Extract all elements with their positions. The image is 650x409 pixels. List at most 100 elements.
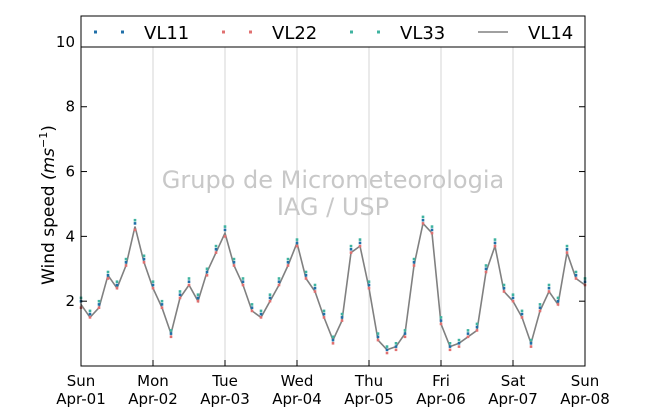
data-point-VL22 (115, 286, 119, 290)
data-point-VL33 (421, 215, 425, 219)
data-point-VL11 (106, 274, 110, 277)
data-point-VL22 (133, 228, 137, 232)
data-point-VL11 (520, 312, 524, 316)
data-point-VL33 (205, 267, 209, 271)
data-point-VL11 (124, 261, 128, 264)
x-tick-label-date: Apr-01 (56, 390, 106, 408)
data-point-VL22 (349, 251, 353, 254)
data-point-VL11 (223, 228, 227, 232)
data-point-VL22 (466, 335, 470, 339)
data-point-VL11 (574, 274, 578, 277)
data-point-VL11 (466, 332, 470, 335)
x-tick-label-day: Sat (501, 372, 526, 390)
x-tick-label-day: Thu (354, 372, 383, 390)
legend-marker-VL33 (377, 30, 380, 34)
data-point-VL22 (295, 244, 299, 248)
data-point-VL33 (412, 257, 416, 261)
data-point-VL33 (529, 338, 533, 342)
data-point-VL22 (214, 251, 218, 254)
data-point-VL11 (403, 332, 407, 335)
data-point-VL11 (232, 261, 236, 264)
data-point-VL22 (385, 351, 389, 355)
data-point-VL33 (115, 280, 119, 283)
legend-label-VL11: VL11 (144, 23, 189, 44)
data-point-VL22 (439, 322, 443, 326)
data-point-VL33 (448, 342, 452, 345)
y-tick-label: 4 (65, 227, 75, 245)
data-point-VL33 (538, 303, 542, 306)
data-point-VL33 (97, 299, 101, 303)
data-point-VL11 (421, 218, 425, 222)
data-point-VL33 (277, 277, 281, 280)
x-tick-label-day: Mon (137, 372, 169, 390)
data-point-VL22 (304, 277, 308, 280)
data-point-VL22 (556, 303, 560, 306)
data-point-VL33 (196, 293, 200, 296)
legend-marker-VL11 (121, 30, 124, 34)
data-point-VL11 (196, 296, 200, 300)
y-tick-label: 10 (56, 33, 75, 51)
data-point-VL11 (295, 241, 299, 245)
data-point-VL11 (187, 280, 191, 283)
data-point-VL22 (160, 306, 164, 309)
data-point-VL33 (394, 342, 398, 345)
x-tick-label-day: Sun (67, 372, 96, 390)
data-point-VL33 (88, 309, 92, 313)
data-point-VL33 (151, 280, 155, 283)
data-point-VL11 (133, 222, 137, 225)
data-point-VL11 (439, 319, 443, 322)
data-point-VL22 (574, 277, 578, 280)
data-point-VL33 (268, 293, 272, 296)
data-point-VL11 (286, 261, 290, 264)
data-point-VL11 (565, 248, 569, 251)
data-point-VL33 (367, 280, 371, 283)
data-point-VL11 (178, 293, 182, 296)
data-point-VL11 (151, 283, 155, 287)
data-point-VL11 (349, 248, 353, 251)
data-point-VL11 (529, 342, 533, 345)
legend-marker-VL11 (94, 30, 97, 34)
data-point-VL11 (88, 312, 92, 316)
data-point-VL33 (502, 283, 506, 287)
data-point-VL33 (574, 270, 578, 274)
data-point-VL33 (439, 316, 443, 319)
data-point-VL22 (88, 316, 92, 319)
data-point-VL33 (376, 332, 380, 335)
data-point-VL22 (331, 342, 335, 345)
data-point-VL22 (277, 283, 281, 287)
data-point-VL33 (250, 303, 254, 306)
data-point-VL22 (151, 286, 155, 290)
data-point-VL22 (286, 264, 290, 267)
data-point-VL11 (268, 296, 272, 300)
data-point-VL11 (502, 286, 506, 290)
data-point-VL22 (97, 306, 101, 309)
data-point-VL33 (358, 238, 362, 241)
data-point-VL11 (484, 267, 488, 271)
data-point-VL11 (331, 338, 335, 342)
x-tick-label-date: Apr-04 (272, 390, 322, 408)
data-point-VL11 (547, 286, 551, 290)
y-tick-label: 6 (65, 163, 75, 181)
data-point-VL11 (241, 280, 245, 283)
data-point-VL22 (520, 316, 524, 319)
data-point-VL33 (511, 293, 515, 296)
x-tick-label-date: Apr-05 (344, 390, 394, 408)
data-point-VL22 (313, 290, 317, 293)
x-tick-label-date: Apr-08 (560, 390, 610, 408)
data-point-VL11 (160, 303, 164, 306)
data-point-VL33 (178, 290, 182, 293)
x-tick-label-day: Fri (432, 372, 450, 390)
legend: VL11 VL22 VL33 VL14 (80, 15, 586, 48)
data-point-VL11 (412, 261, 416, 264)
data-point-VL11 (250, 306, 254, 309)
data-point-VL11 (277, 280, 281, 283)
x-tick-label-day: Sun (571, 372, 600, 390)
data-point-VL33 (232, 257, 236, 261)
legend-marker-VL22 (249, 30, 252, 34)
data-point-VL33 (295, 238, 299, 241)
data-point-VL33 (493, 238, 497, 241)
data-point-VL11 (340, 316, 344, 319)
data-point-VL33 (331, 335, 335, 339)
data-point-VL33 (214, 244, 218, 248)
data-point-VL22 (367, 286, 371, 290)
